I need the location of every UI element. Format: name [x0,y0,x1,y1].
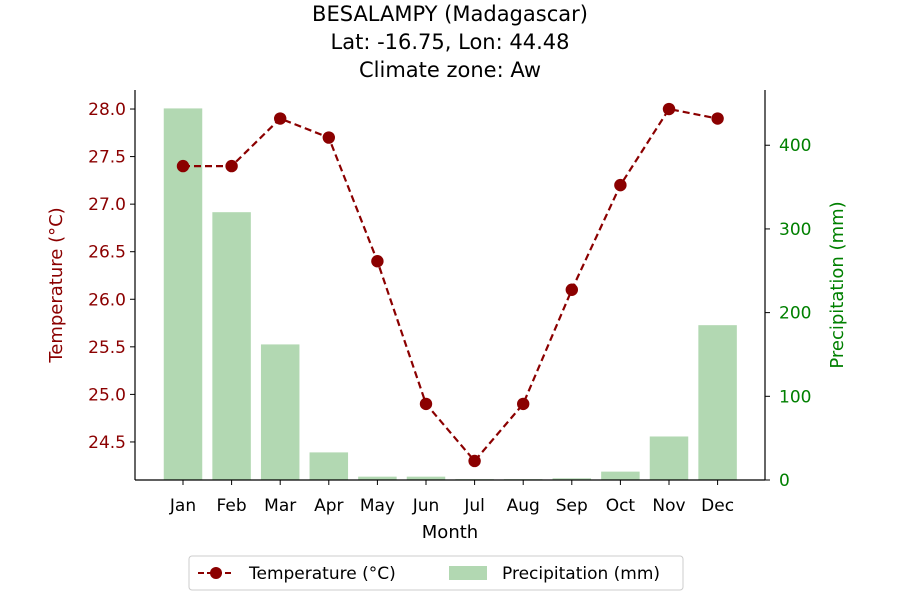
y-left-tick-label: 27.5 [88,148,126,168]
temperature-point-dec [711,112,724,125]
precip-bar-jun [406,476,446,480]
y-right-tick-label: 400 [779,136,811,156]
x-tick-label-dec: Dec [701,496,734,516]
chart-title-line-1: BESALAMPY (Madagascar) [312,2,588,26]
x-tick-label-feb: Feb [217,496,247,516]
y-left-tick-label: 24.5 [88,433,126,453]
temperature-point-nov [662,102,676,116]
x-tick-label-apr: Apr [314,496,343,516]
legend-temperature-marker [210,567,222,579]
y-right-tick-label: 100 [779,387,811,407]
x-tick-label-oct: Oct [606,496,636,516]
y-left-tick-label: 25.5 [88,338,126,358]
temperature-point-jul [468,454,481,468]
temperature-point-may [371,255,384,268]
precip-bar-dec [698,325,737,480]
y-left-tick-label: 27.0 [88,195,126,215]
x-tick-label-nov: Nov [652,496,685,516]
temperature-series-line [183,107,718,463]
temperature-point-oct [614,178,627,192]
precip-bar-may [358,476,397,480]
temperature-point-jun [419,397,433,411]
x-tick-label-jun: Jun [412,496,440,516]
y-right-tick-label: 0 [779,471,790,491]
x-tick-label-jan: Jan [169,496,196,516]
x-tick-label-jul: Jul [463,496,485,516]
y-left-tick-label: 26.5 [88,243,126,263]
axes: Jan Feb Mar Apr May Jun Jul Aug Sep Oct Nov Dec 24.5… [88,90,811,516]
precipitation-bars [163,108,737,480]
temperature-point-aug [517,397,530,411]
y-left-tick-label: 25.0 [88,385,126,405]
x-tick-label-aug: Aug [507,496,540,516]
precip-bar-oct [601,471,640,480]
precip-bar-nov [649,436,689,480]
temperature-line [176,102,724,468]
precip-bar-feb [212,212,251,480]
precip-bar-apr [309,452,349,480]
temperature-point-feb [225,159,238,173]
y-axis-right-label: Precipitation (mm) [827,201,848,368]
temperature-point-jan [176,159,190,173]
chart-title-line-2: Lat: -16.75, Lon: 44.48 [331,30,570,54]
y-left-tick-label: 28.0 [88,100,126,120]
legend-precipitation-label: Precipitation (mm) [502,564,660,584]
precip-bar-mar [260,344,300,480]
temperature-point-sep [565,283,578,296]
y-left-tick-label: 26.0 [88,290,126,310]
precip-bar-sep [552,478,592,480]
x-axis-label: Month [422,522,478,543]
x-tick-label-mar: Mar [264,496,296,516]
legend-temperature-label: Temperature (°C) [248,564,396,584]
legend-frame [188,555,684,591]
chart-title-line-3: Climate zone: Aw [359,58,541,82]
temperature-point-apr [322,131,335,144]
legend-precipitation-swatch [449,566,487,580]
x-tick-label-sep: Sep [556,496,588,516]
y-right-tick-label: 200 [779,304,811,324]
x-tick-label-may: May [360,496,395,516]
y-right-tick-label: 300 [779,220,811,240]
legend: Temperature (°C) Precipitation (mm) [188,555,684,591]
temperature-point-mar [274,112,287,125]
y-axis-left-label: Temperature (°C) [46,207,67,363]
